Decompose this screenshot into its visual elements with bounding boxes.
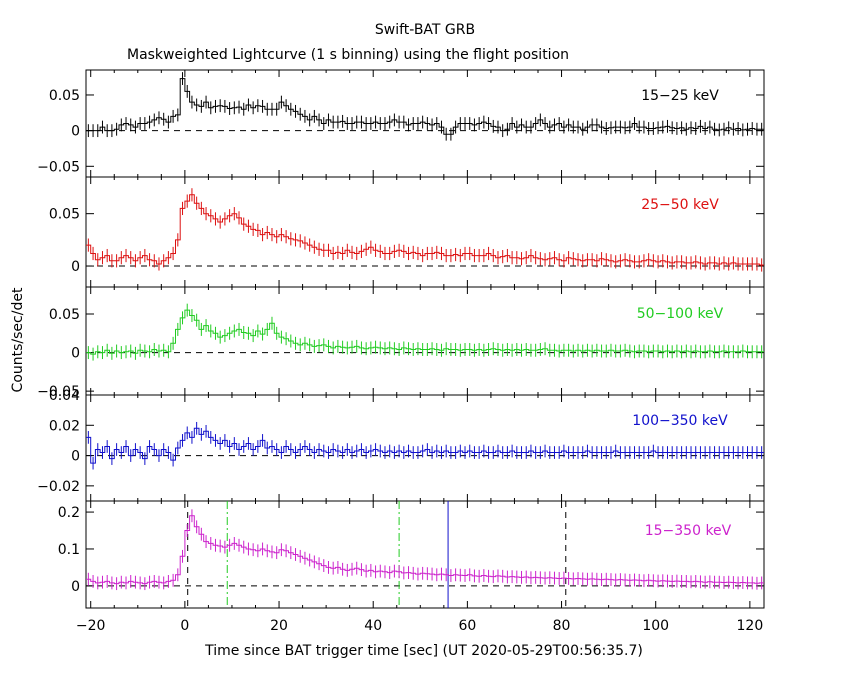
series-line <box>86 427 764 464</box>
y-axis-label: Counts/sec/det <box>10 287 26 392</box>
y-tick-label: 0.2 <box>58 505 80 521</box>
panel-5: 0 0.1 0.2 15−350 keV <box>58 500 765 609</box>
x-tick-label: 60 <box>458 618 476 634</box>
series-line <box>86 78 764 135</box>
y-tick-label: 0.05 <box>49 88 80 104</box>
series-line <box>86 515 764 585</box>
series-2 <box>86 188 764 272</box>
y-tick-label: 0 <box>71 579 80 595</box>
y-tick-label: 0.1 <box>58 542 80 558</box>
y-tick-label: 0 <box>71 259 80 275</box>
y-tick-label: 0.02 <box>49 418 80 434</box>
y-tick-label: 0.05 <box>49 307 80 323</box>
y-tick-label: 0 <box>71 346 80 362</box>
band-label: 100−350 keV <box>632 413 728 429</box>
series-3 <box>86 303 764 361</box>
panel-2: 0 0.05 25−50 keV <box>49 176 765 288</box>
y-tick-label: −0.05 <box>37 159 80 175</box>
panel-frame <box>85 286 765 396</box>
x-tick-label: 120 <box>737 618 764 634</box>
band-label: 25−50 keV <box>641 197 719 213</box>
band-label: 50−100 keV <box>637 306 724 322</box>
y-tick-label: −0.05 <box>37 384 80 400</box>
x-tick-label: 20 <box>270 618 288 634</box>
series-4 <box>86 421 764 470</box>
panel-4: −0.02 0 0.02 0.04 100−350 keV <box>37 388 765 502</box>
y-tick-label: 0.04 <box>49 388 80 404</box>
y-tick-label: 0 <box>71 124 80 140</box>
x-tick-label: 100 <box>642 618 669 634</box>
series-line <box>86 194 764 266</box>
y-tick-label: 0 <box>71 449 80 465</box>
chart-title: Swift-BAT GRB <box>375 22 475 38</box>
series-5 <box>86 509 764 591</box>
x-axis-label: Time since BAT trigger time [sec] (UT 20… <box>204 643 643 659</box>
x-axis: −20 0 20 40 60 80 100 120 <box>76 618 763 634</box>
chart-subtitle: Maskweighted Lightcurve (1 s binning) us… <box>127 47 569 63</box>
panel-3: −0.05 0 0.05 50−100 keV <box>37 286 765 400</box>
y-tick-label: −0.02 <box>37 479 80 495</box>
panel-1: −0.05 0 0.05 15−25 keV <box>37 69 765 178</box>
panel-frame <box>85 176 765 288</box>
x-tick-label: −20 <box>76 618 106 634</box>
panel-frame <box>85 500 765 609</box>
series-1 <box>86 72 764 141</box>
x-tick-label: 40 <box>364 618 382 634</box>
band-label: 15−25 keV <box>641 88 719 104</box>
y-tick-label: 0.05 <box>49 207 80 223</box>
band-label: 15−350 keV <box>645 523 732 539</box>
x-tick-label: 0 <box>180 618 189 634</box>
series-line <box>86 309 764 355</box>
x-tick-label: 80 <box>553 618 571 634</box>
